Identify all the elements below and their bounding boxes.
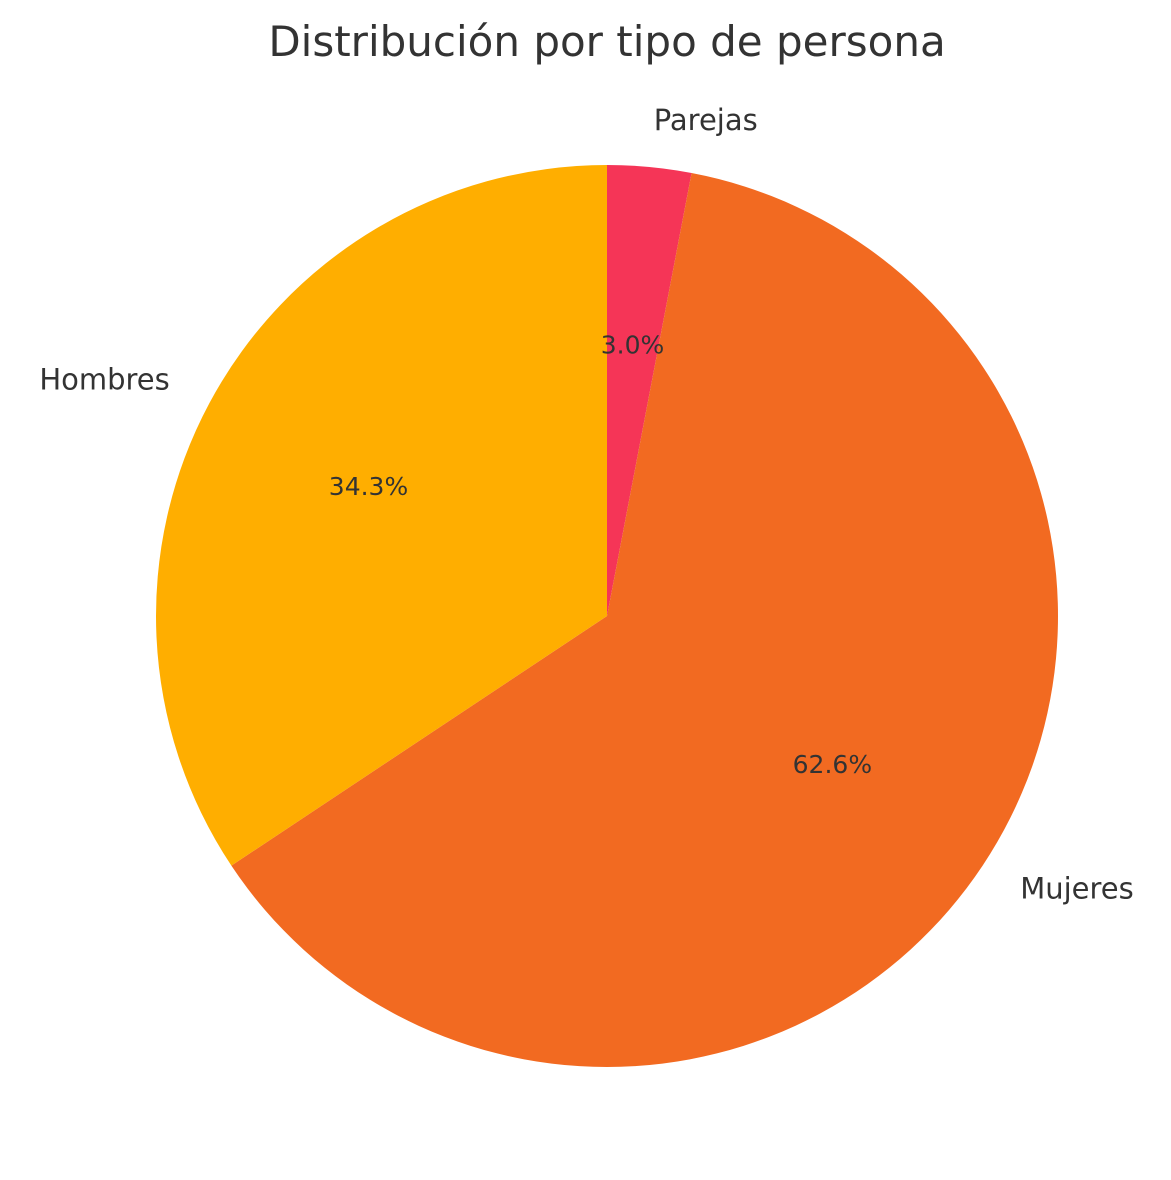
slice-percent-mujeres: 62.6% [793,750,872,779]
pie-slices [156,165,1058,1068]
slice-label-mujeres: Mujeres [1020,872,1134,906]
slice-percent-hombres: 34.3% [329,472,408,501]
pie-slice-mujeres [231,173,1058,1068]
slice-label-hombres: Hombres [39,363,169,397]
chart-title: Distribución por tipo de persona [268,17,945,66]
slice-label-parejas: Parejas [654,103,758,137]
pie-labels: Parejas 3.0% Mujeres 62.6% Hombres 34.3% [39,103,1133,905]
slice-percent-parejas: 3.0% [601,331,665,360]
pie-slice-hombres [156,165,607,866]
pie-slice-parejas [607,165,692,616]
